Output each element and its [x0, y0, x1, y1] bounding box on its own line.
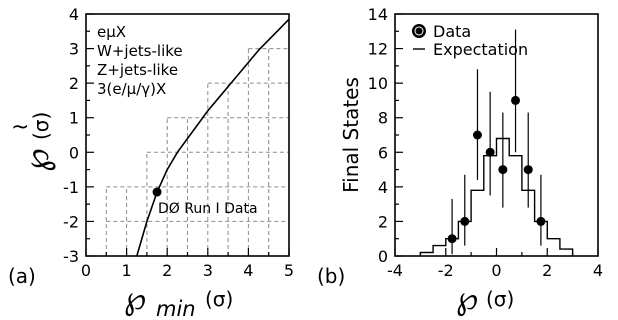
y-tick-label-b-7: 14 [368, 5, 388, 24]
x-tick-label-b-4: 4 [593, 261, 603, 280]
y-tick-label-b-0: 0 [378, 247, 388, 266]
legend-item-a-3: Z+jets-like [97, 61, 178, 79]
y-tick-label-b-4: 8 [378, 109, 388, 128]
legend-data-marker [412, 24, 426, 38]
y-tick-label-b-2: 4 [378, 178, 388, 197]
x-axis-unit-b: (σ) [486, 287, 514, 311]
y-tick-label-b-6: 12 [368, 40, 388, 59]
y-tick-label-a-0: -3 [63, 247, 79, 266]
y-tick-label-a-5: 2 [69, 74, 79, 93]
y-axis-symbol-a: ℘ [17, 148, 57, 172]
panel-a: 0 1 2 3 4 5 -3 -2 -1 0 1 2 3 4 eμX W+jets-like Z+jet… [8, 5, 294, 320]
legend-data-label: Data [433, 22, 471, 41]
curve-a [136, 18, 290, 257]
y-axis-unit-a: (σ) [29, 112, 53, 140]
y-axis-tilde-a: ~ [11, 115, 29, 140]
legend-expectation-label: Expectation [433, 40, 528, 59]
y-tick-label-a-7: 4 [69, 5, 79, 24]
annotation-a: DØ Run I Data [158, 201, 258, 217]
legend-item-a-1: eμX [97, 23, 126, 41]
y-tick-label-a-4: 1 [69, 109, 79, 128]
x-axis-subscript-a: min [156, 297, 196, 320]
x-tick-label-a-1: 1 [122, 261, 132, 280]
panel-label-b: (b) [317, 264, 345, 288]
legend-data-marker-ring [414, 26, 424, 36]
x-ticks-a: 0 1 2 3 4 5 [81, 248, 294, 280]
marker-point-a [152, 187, 162, 197]
x-tick-label-b-1: -2 [438, 261, 454, 280]
x-tick-label-a-5: 5 [284, 261, 294, 280]
data-point-2 [472, 130, 482, 140]
x-axis-symbol-b: ℘ [456, 279, 478, 317]
panel-b: -4 -2 0 2 4 0 2 4 6 8 10 12 14 Data Expectation (b)… [317, 5, 603, 317]
y-axis-title-b: Final States [339, 77, 363, 193]
x-tick-label-a-2: 2 [162, 261, 172, 280]
y-tick-label-a-3: 0 [69, 143, 79, 162]
data-point-6 [523, 165, 533, 175]
y-tick-label-a-1: -2 [63, 212, 79, 231]
x-tick-label-b-0: -4 [387, 261, 403, 280]
x-axis-symbol-a: ℘ [124, 279, 146, 317]
x-tick-label-a-0: 0 [81, 261, 91, 280]
x-tick-label-a-4: 4 [243, 261, 253, 280]
x-tick-label-b-3: 2 [542, 261, 552, 280]
x-tick-label-a-3: 3 [203, 261, 213, 280]
data-point-0 [447, 234, 457, 244]
y-tick-label-b-5: 10 [368, 74, 388, 93]
x-tick-label-b-2: 0 [491, 261, 501, 280]
data-points [447, 29, 546, 255]
y-tick-label-a-6: 3 [69, 40, 79, 59]
data-point-5 [511, 95, 521, 105]
legend-item-a-2: W+jets-like [97, 42, 183, 60]
y-tick-label-a-2: -1 [63, 178, 79, 197]
data-point-1 [460, 216, 470, 226]
expectation-histogram [419, 137, 574, 256]
y-tick-label-b-1: 2 [378, 212, 388, 231]
data-point-3 [485, 147, 495, 157]
y-tick-label-b-3: 6 [378, 143, 388, 162]
y-ticks-a: -3 -2 -1 0 1 2 3 4 [63, 5, 94, 266]
data-point-4 [498, 165, 508, 175]
y-ticks-b: 0 2 4 6 8 10 12 14 [368, 5, 403, 266]
x-ticks-b: -4 -2 0 2 4 [387, 248, 603, 280]
data-point-7 [536, 216, 546, 226]
legend-item-a-4: 3(e/μ/γ)X [97, 80, 166, 98]
grid-a [105, 48, 289, 257]
y-axis-title-a: ℘ (σ) [17, 112, 57, 172]
panel-label-a: (a) [8, 264, 36, 288]
x-axis-unit-a: (σ) [205, 287, 233, 311]
